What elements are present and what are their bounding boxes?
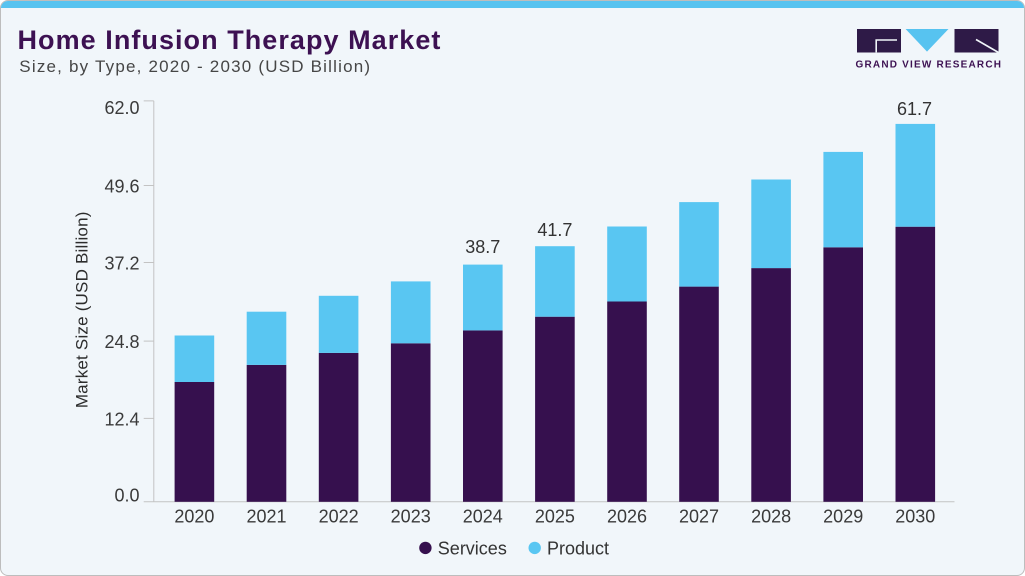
- svg-text:Market Size (USD Billion): Market Size (USD Billion): [73, 211, 92, 408]
- svg-text:2020: 2020: [174, 507, 214, 527]
- svg-text:2022: 2022: [319, 507, 359, 527]
- svg-text:2025: 2025: [535, 507, 575, 527]
- svg-text:2030: 2030: [895, 507, 935, 527]
- svg-text:Product: Product: [547, 539, 609, 559]
- svg-text:41.7: 41.7: [537, 220, 572, 240]
- svg-text:49.6: 49.6: [104, 177, 139, 197]
- svg-text:12.4: 12.4: [104, 410, 139, 430]
- svg-text:2023: 2023: [391, 507, 431, 527]
- svg-text:2027: 2027: [679, 507, 719, 527]
- svg-text:24.8: 24.8: [104, 332, 139, 352]
- svg-text:38.7: 38.7: [465, 237, 500, 257]
- svg-text:62.0: 62.0: [104, 98, 139, 118]
- svg-text:2026: 2026: [607, 507, 647, 527]
- svg-text:Services: Services: [438, 539, 507, 559]
- svg-text:2024: 2024: [463, 507, 503, 527]
- svg-text:61.7: 61.7: [897, 99, 932, 119]
- svg-text:GRAND VIEW RESEARCH: GRAND VIEW RESEARCH: [856, 59, 1003, 70]
- svg-text:0.0: 0.0: [114, 486, 139, 506]
- svg-text:2029: 2029: [823, 507, 863, 527]
- svg-text:2021: 2021: [246, 507, 286, 527]
- svg-text:2028: 2028: [751, 507, 791, 527]
- svg-text:37.2: 37.2: [104, 254, 139, 274]
